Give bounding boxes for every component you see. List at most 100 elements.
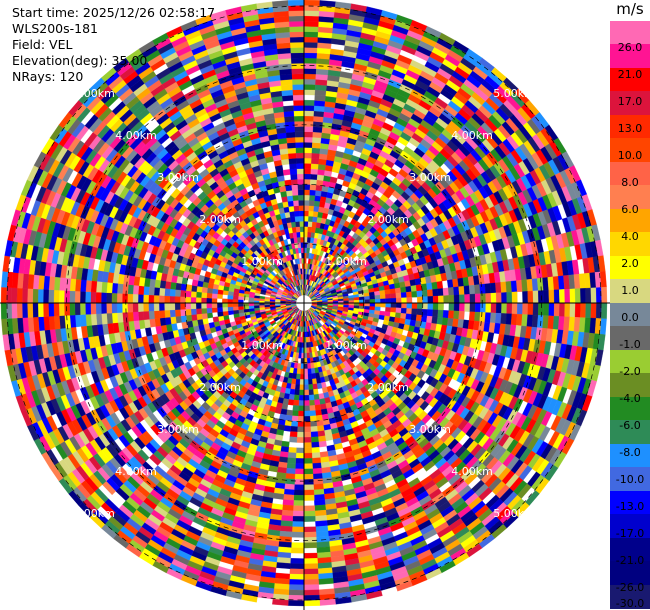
range-gate-cell (303, 426, 311, 433)
range-gate-cell (319, 598, 336, 606)
range-gate-cell (313, 478, 324, 485)
range-gate-cell (101, 313, 108, 325)
range-gate-cell (303, 563, 319, 570)
range-gate-cell (303, 173, 311, 180)
range-gate-cell (21, 302, 28, 318)
range-gate-cell (315, 409, 322, 416)
range-gate-cell (211, 293, 218, 299)
range-gate-cell (303, 584, 320, 591)
range-gate-cell (190, 291, 197, 298)
range-gate-cell (106, 312, 113, 324)
range-gate-cell (303, 568, 319, 575)
range-gate-cell (303, 410, 311, 417)
range-gate-cell (53, 302, 60, 317)
range-gate-cell (282, 504, 294, 512)
range-gate-cell (264, 296, 271, 300)
range-gate-cell (543, 290, 550, 304)
range-gate-cell (303, 231, 308, 238)
range-gate-cell (303, 52, 318, 59)
range-gate-cell (293, 494, 305, 501)
range-gate-cell (303, 431, 312, 438)
range-gate-cell (314, 399, 321, 406)
range-gate-cell (191, 314, 198, 321)
range-gate-cell (312, 462, 322, 469)
range-gate-cell (289, 431, 298, 438)
range-gate-cell (311, 147, 321, 154)
range-gate-cell (532, 290, 539, 304)
range-gate-cell (474, 293, 481, 304)
range-gate-cell (303, 99, 315, 106)
range-gate-cell (437, 309, 444, 318)
range-gate-cell (303, 110, 315, 117)
range-gate-cell (303, 63, 317, 69)
range-gate-cell (101, 281, 108, 293)
range-gate-cell (272, 598, 289, 606)
range-gate-cell (303, 26, 319, 33)
range-gate-cell (432, 309, 439, 318)
range-gate-cell (294, 384, 300, 391)
range-gate-cell (122, 302, 128, 313)
range-gate-cell (385, 298, 392, 304)
range-gate-cell (442, 310, 449, 319)
range-gate-cell (384, 289, 391, 295)
range-gate-cell (458, 310, 465, 320)
range-gate-cell (309, 410, 316, 417)
range-gate-cell (293, 394, 300, 401)
range-gate-cell (501, 292, 508, 304)
range-gate-cell (175, 315, 182, 324)
range-gate-cell (303, 516, 316, 522)
range-gate-cell (211, 302, 218, 308)
range-gate-cell (95, 302, 102, 315)
range-gate-cell (85, 302, 91, 315)
range-gate-cell (427, 309, 434, 317)
range-gate-cell (111, 282, 119, 294)
range-gate-cell (559, 302, 566, 317)
range-gate-cell (158, 295, 165, 304)
range-gate-cell (297, 416, 305, 422)
range-gate-cell (293, 489, 305, 496)
range-gate-cell (74, 302, 81, 316)
range-gate-cell (169, 309, 176, 318)
range-gate-cell (406, 297, 413, 304)
range-gate-cell (448, 310, 455, 319)
range-gate-cell (294, 468, 305, 475)
range-gate-cell (427, 289, 434, 297)
range-gate-cell (517, 302, 523, 315)
range-gate-cell (127, 311, 134, 322)
range-gate-cell (431, 281, 438, 290)
range-gate-cell (58, 290, 65, 304)
range-gate-cell (303, 226, 309, 233)
range-gate-cell (599, 271, 607, 288)
range-gate-cell (127, 284, 134, 295)
range-gate-cell (443, 295, 450, 304)
range-gate-cell (559, 289, 566, 304)
range-gate-cell (436, 280, 444, 290)
range-gate-cell (27, 302, 34, 318)
range-gate-cell (116, 302, 123, 313)
range-gate-cell (116, 283, 124, 294)
range-gate-cell (390, 293, 397, 299)
range-gate-cell (291, 415, 299, 422)
range-gate-cell (298, 395, 305, 401)
range-gate-cell (69, 290, 76, 304)
range-gate-cell (395, 292, 402, 299)
range-gate-cell (287, 457, 297, 464)
range-gate-cell (58, 302, 65, 316)
range-gate-cell (303, 200, 310, 206)
range-gate-cell (122, 312, 129, 323)
range-gate-cell (305, 342, 309, 348)
range-gate-cell (521, 279, 528, 292)
range-gate-cell (303, 184, 311, 190)
range-gate-cell (453, 310, 460, 320)
range-gate-cell (313, 105, 325, 112)
range-gate-cell (306, 357, 311, 364)
range-gate-cell (314, 200, 321, 207)
range-gate-cell (489, 282, 497, 294)
range-gate-cell (510, 280, 518, 293)
range-gate-cell (0, 302, 7, 320)
range-gate-cell (288, 589, 305, 596)
range-gate-cell (316, 179, 324, 186)
range-gate-cell (324, 434, 334, 442)
range-gate-cell (385, 293, 392, 299)
range-gate-cell (291, 357, 296, 364)
